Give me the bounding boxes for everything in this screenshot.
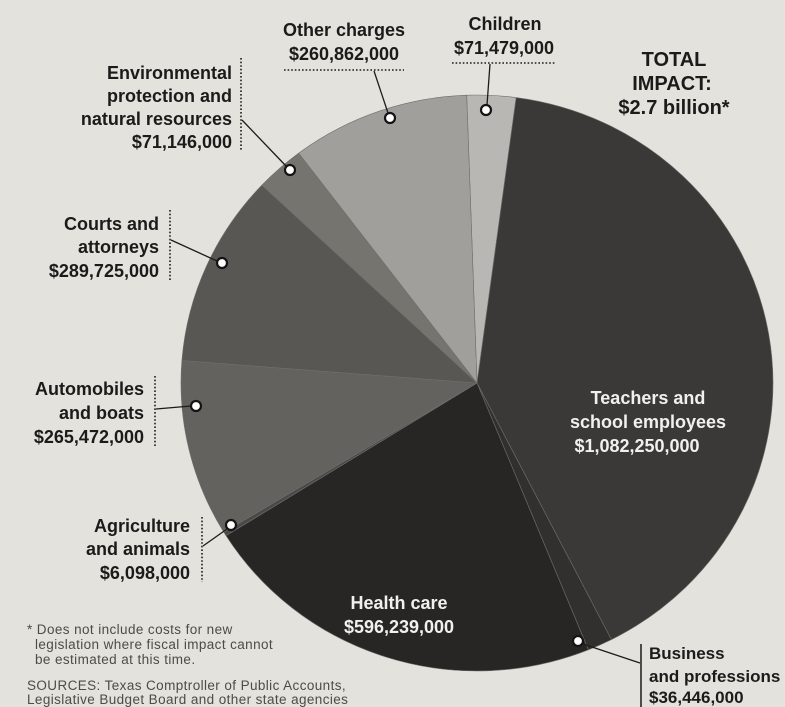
environmental-callout-dot bbox=[283, 163, 297, 177]
footnote: * Does not include costs for new legisla… bbox=[27, 622, 273, 667]
teachers-value: $1,082,250,000 bbox=[574, 436, 699, 456]
other-charges-label: Other charges bbox=[283, 20, 405, 40]
automobiles-leader-line bbox=[155, 405, 192, 410]
agriculture-label-line-2: and animals bbox=[86, 539, 190, 559]
footnote-line: be estimated at this time. bbox=[35, 652, 195, 667]
agriculture-value: $6,098,000 bbox=[100, 563, 190, 583]
pie-slice-health-care bbox=[225, 382, 589, 672]
pie-slice-other-charges bbox=[298, 94, 478, 384]
pie-slice-courts-and-attorneys bbox=[181, 184, 478, 384]
total-impact-label-line-2: IMPACT: bbox=[632, 73, 712, 95]
children-label: Children bbox=[468, 14, 541, 34]
health-care-value: $596,239,000 bbox=[344, 617, 454, 637]
teachers-label-line-1: Teachers and bbox=[591, 388, 706, 408]
agriculture-label-line-1: Agriculture bbox=[94, 516, 190, 536]
environmental-value: $71,146,000 bbox=[132, 132, 232, 152]
sources-line: Legislative Budget Board and other state… bbox=[27, 692, 348, 707]
leader-lines bbox=[155, 63, 641, 664]
courts-label-line-1: Courts and bbox=[64, 214, 159, 234]
sources-line: SOURCES: Texas Comptroller of Public Acc… bbox=[27, 678, 346, 693]
footnote-line: legislation where fiscal impact cannot bbox=[35, 637, 273, 652]
sources: SOURCES: Texas Comptroller of Public Acc… bbox=[27, 678, 348, 707]
environmental-label-line-3: natural resources bbox=[81, 109, 232, 129]
courts-label-line-2: attorneys bbox=[78, 237, 159, 257]
environmental-leader-line bbox=[241, 119, 287, 167]
courts-value: $289,725,000 bbox=[49, 261, 159, 281]
teachers-label-line-2: school employees bbox=[570, 412, 726, 432]
label-rules bbox=[154, 58, 642, 707]
business-label-line-2: and professions bbox=[649, 667, 780, 686]
total-impact-label-line-1: TOTAL bbox=[642, 49, 707, 71]
other-charges-callout-dot bbox=[383, 111, 397, 125]
automobiles-label-line-1: Automobiles bbox=[35, 379, 144, 399]
children-value: $71,479,000 bbox=[454, 38, 554, 58]
business-value: $36,446,000 bbox=[649, 688, 744, 707]
courts-leader-line bbox=[170, 239, 218, 262]
automobiles-label-line-2: and boats bbox=[59, 403, 144, 423]
automobiles-callout-dot bbox=[189, 399, 203, 413]
environmental-label-line-2: protection and bbox=[107, 86, 232, 106]
pie bbox=[180, 94, 774, 672]
business-label-line-1: Business bbox=[649, 644, 725, 663]
agriculture-leader-line bbox=[202, 528, 228, 547]
courts-callout-dot bbox=[215, 256, 229, 270]
automobiles-value: $265,472,000 bbox=[34, 427, 144, 447]
agriculture-callout-dot bbox=[224, 518, 238, 532]
children-leader-line bbox=[486, 63, 491, 106]
environmental-label-line-1: Environmental bbox=[107, 63, 232, 83]
other-charges-leader-line bbox=[373, 70, 389, 114]
pie-slice-teachers-and-school-employees bbox=[476, 97, 774, 640]
children-callout-dot bbox=[479, 103, 493, 117]
health-care-label: Health care bbox=[350, 593, 447, 613]
business-callout-dot bbox=[571, 634, 585, 648]
callout-dots bbox=[189, 103, 585, 648]
business-leader-line bbox=[582, 643, 641, 664]
total-impact-value: $2.7 billion* bbox=[618, 97, 729, 119]
pie-slice-automobiles-and-boats bbox=[180, 360, 478, 533]
other-charges-value: $260,862,000 bbox=[289, 44, 399, 64]
footnote-line: * Does not include costs for new bbox=[27, 622, 233, 637]
